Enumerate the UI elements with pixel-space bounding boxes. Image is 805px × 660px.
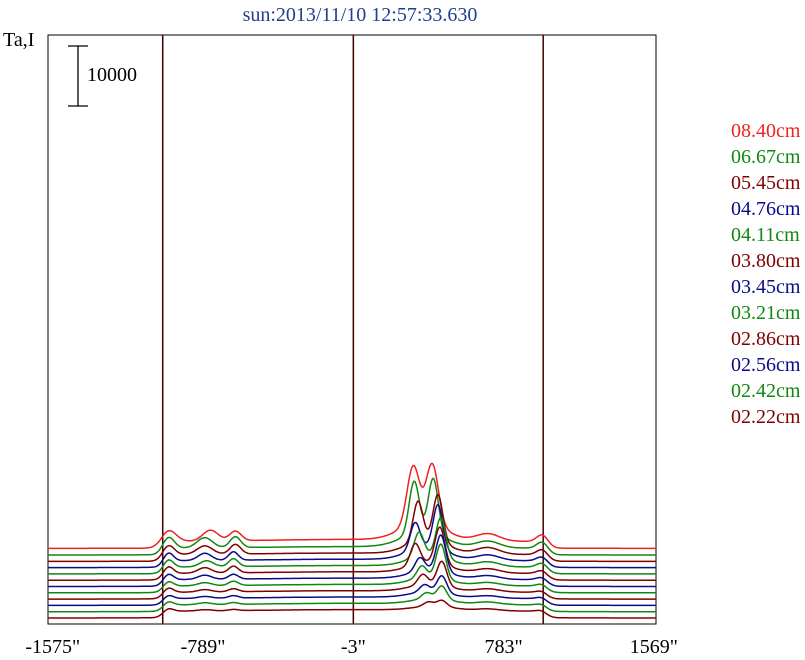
- series-line-6: [48, 534, 656, 588]
- scale-bar-label: 10000: [87, 64, 137, 86]
- legend-item: 03.80cm: [731, 250, 801, 272]
- legend-item: 05.45cm: [731, 172, 801, 194]
- series-line-7: [48, 543, 656, 594]
- y-axis-label: Ta,I: [3, 29, 35, 51]
- x-tick-label: -789": [180, 636, 226, 658]
- legend-item: 02.86cm: [731, 328, 801, 350]
- plot-frame: [47, 34, 657, 625]
- series-line-10: [48, 585, 656, 613]
- legend-item: 02.42cm: [731, 380, 801, 402]
- x-tick-label: 1569": [629, 636, 678, 658]
- legend-item: 02.56cm: [731, 354, 801, 376]
- series-line-3: [48, 503, 656, 569]
- legend-item: 04.11cm: [731, 224, 800, 246]
- legend-item: 06.67cm: [731, 146, 801, 168]
- vertical-markers: [161, 35, 544, 624]
- series-line-1: [48, 477, 656, 556]
- legend-item: 02.22cm: [731, 406, 801, 428]
- x-tick-label: -3": [340, 636, 366, 658]
- series-line-4: [48, 516, 656, 575]
- series-line-5: [48, 526, 656, 581]
- series-line-8: [48, 560, 656, 600]
- legend-item: 03.21cm: [731, 302, 801, 324]
- legend-item: 08.40cm: [731, 120, 801, 142]
- series-line-2: [48, 493, 656, 563]
- legend-item: 03.45cm: [731, 276, 801, 298]
- series-line-9: [48, 575, 656, 607]
- series-layer: [48, 462, 656, 619]
- legend: 08.40cm 06.67cm 05.45cm 04.76cm 04.11cm 03.80…: [731, 118, 800, 430]
- legend-item: 04.76cm: [731, 198, 801, 220]
- x-tick-label: 783": [484, 636, 523, 658]
- scale-bar: [68, 45, 88, 107]
- series-line-11: [48, 599, 656, 619]
- series-line-0: [48, 462, 656, 550]
- chart-title: sun:2013/11/10 12:57:33.630: [242, 4, 478, 26]
- x-tick-label: -1575": [25, 636, 81, 658]
